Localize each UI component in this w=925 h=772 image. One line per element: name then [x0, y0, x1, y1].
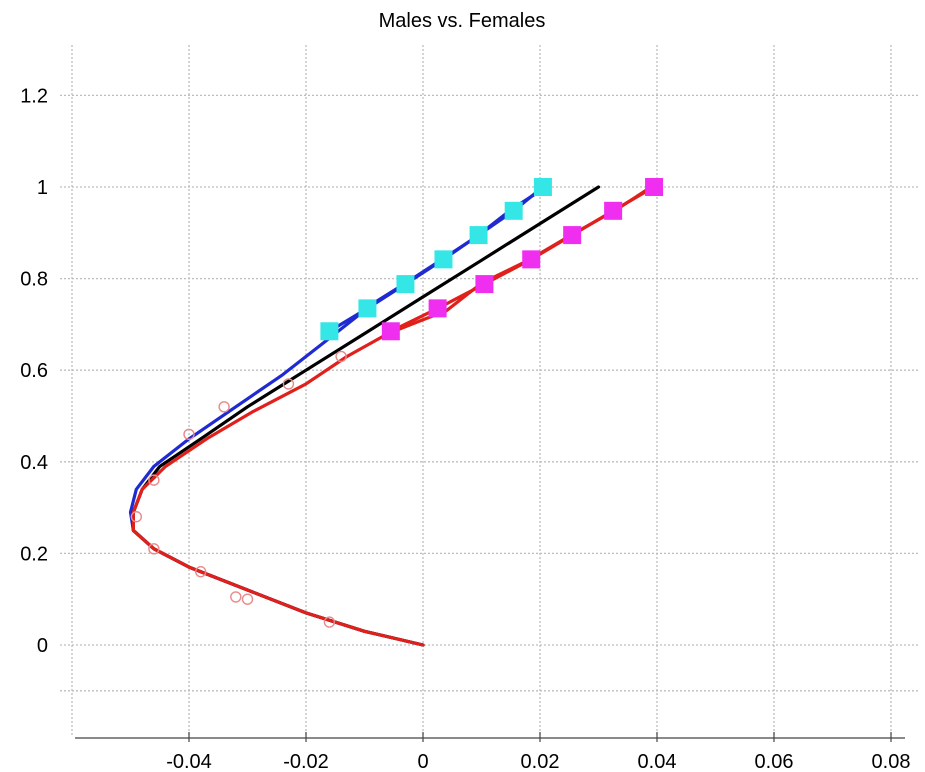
square-marker [358, 299, 377, 318]
chart-title: Males vs. Females [379, 10, 546, 32]
square-marker [504, 201, 523, 220]
square-marker [645, 178, 664, 196]
y-tick-label: 1 [37, 177, 48, 199]
circle-marker [218, 401, 230, 413]
square-marker [320, 322, 339, 341]
y-tick-label: 0.6 [20, 360, 48, 382]
x-tick-label: 0.08 [872, 751, 911, 772]
plot-area [128, 178, 664, 647]
circle-marker [148, 474, 160, 486]
square-marker [604, 201, 623, 220]
circle-marker [323, 616, 336, 628]
x-tick-labels: -0.04 -0.02 0 0.02 0.04 0.06 0.08 [166, 751, 910, 772]
y-tick-labels: 0 0.2 0.4 0.6 0.8 1 1.2 [20, 85, 48, 657]
x-tick-label: -0.02 [283, 751, 329, 772]
circle-marker [230, 591, 242, 603]
x-axis [75, 732, 905, 742]
square-marker [428, 299, 447, 318]
square-marker [381, 322, 400, 341]
x-tick-label: 0.04 [638, 751, 677, 772]
square-marker [533, 178, 552, 196]
square-marker [522, 250, 541, 269]
y-tick-label: 0.2 [20, 543, 48, 565]
circle-marker [194, 566, 207, 578]
grid-lines [60, 45, 920, 735]
x-tick-label: 0 [417, 751, 428, 772]
square-marker [469, 226, 488, 245]
circle-marker [335, 350, 347, 363]
x-tick-label: 0.02 [521, 751, 560, 772]
y-tick-label: 1.2 [20, 85, 48, 107]
x-tick-label: 0.06 [755, 751, 794, 772]
circle-marker [282, 378, 295, 390]
y-tick-label: 0.8 [20, 269, 48, 291]
series-line-2 [131, 185, 653, 647]
square-marker [563, 226, 582, 245]
x-tick-label: -0.04 [166, 751, 212, 772]
square-marker [396, 275, 415, 294]
square-marker [434, 250, 453, 269]
square-marker [475, 275, 494, 294]
circle-marker [183, 428, 195, 441]
circle-marker [130, 511, 143, 523]
y-tick-label: 0 [37, 635, 48, 657]
y-tick-label: 0.4 [20, 452, 48, 474]
circle-marker [148, 543, 160, 555]
series-line-0 [128, 185, 548, 647]
circle-marker [241, 593, 254, 605]
